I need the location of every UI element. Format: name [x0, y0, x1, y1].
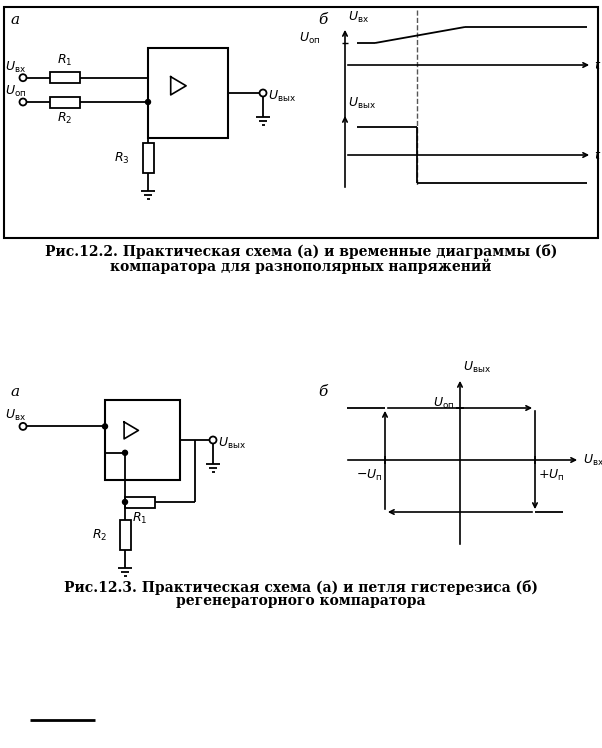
Bar — [120, 520, 131, 550]
Bar — [105, 400, 180, 480]
Text: Рис.12.2. Практическая схема (а) и временные диаграммы (б): Рис.12.2. Практическая схема (а) и време… — [45, 244, 557, 259]
Text: $U_{\rm вых}$: $U_{\rm вых}$ — [463, 360, 491, 375]
Text: б: б — [318, 385, 327, 399]
Circle shape — [122, 500, 128, 504]
Text: $R_1$: $R_1$ — [132, 511, 147, 526]
Text: а: а — [10, 13, 19, 27]
Text: $U_{\rm вх}$: $U_{\rm вх}$ — [348, 10, 369, 25]
Text: $U_{\rm вх}$: $U_{\rm вх}$ — [5, 408, 26, 423]
Text: $t$: $t$ — [594, 58, 601, 72]
Text: Рис.12.3. Практическая схема (а) и петля гистерезиса (б): Рис.12.3. Практическая схема (а) и петля… — [64, 580, 538, 595]
Circle shape — [146, 99, 150, 105]
Text: $U_{\rm оп}$: $U_{\rm оп}$ — [299, 31, 320, 46]
Text: $-U_{\rm п}$: $-U_{\rm п}$ — [356, 468, 382, 483]
Text: $R_2$: $R_2$ — [92, 527, 107, 542]
Circle shape — [122, 450, 128, 456]
Text: $R_1$: $R_1$ — [57, 52, 73, 68]
Text: $U_{\rm вх}$: $U_{\rm вх}$ — [5, 60, 26, 75]
Text: $R_3$: $R_3$ — [114, 150, 130, 165]
Text: регенераторного компаратора: регенераторного компаратора — [176, 594, 426, 608]
Text: б: б — [318, 13, 327, 27]
Text: $t$: $t$ — [594, 149, 601, 162]
Text: $U_{\rm оп}$: $U_{\rm оп}$ — [5, 84, 26, 99]
Text: $R_2$: $R_2$ — [57, 111, 73, 126]
Circle shape — [102, 424, 108, 429]
Text: а: а — [10, 385, 19, 399]
Bar — [125, 497, 155, 507]
Text: $+U_{\rm п}$: $+U_{\rm п}$ — [538, 468, 565, 483]
Text: компаратора для разнополярных напряжений: компаратора для разнополярных напряжений — [110, 258, 492, 274]
Bar — [148, 48, 228, 138]
Bar — [143, 143, 154, 173]
Text: $U_{\rm вх}$: $U_{\rm вх}$ — [583, 453, 602, 468]
Text: $U_{\rm вых}$: $U_{\rm вых}$ — [348, 96, 376, 111]
Bar — [4, 7, 598, 238]
Bar — [50, 96, 80, 108]
Text: $U_{\rm вых}$: $U_{\rm вых}$ — [218, 436, 246, 451]
Text: $U_{\rm вых}$: $U_{\rm вых}$ — [268, 89, 296, 104]
Text: $U_{\rm оп}$: $U_{\rm оп}$ — [433, 396, 454, 411]
Bar — [50, 73, 80, 83]
